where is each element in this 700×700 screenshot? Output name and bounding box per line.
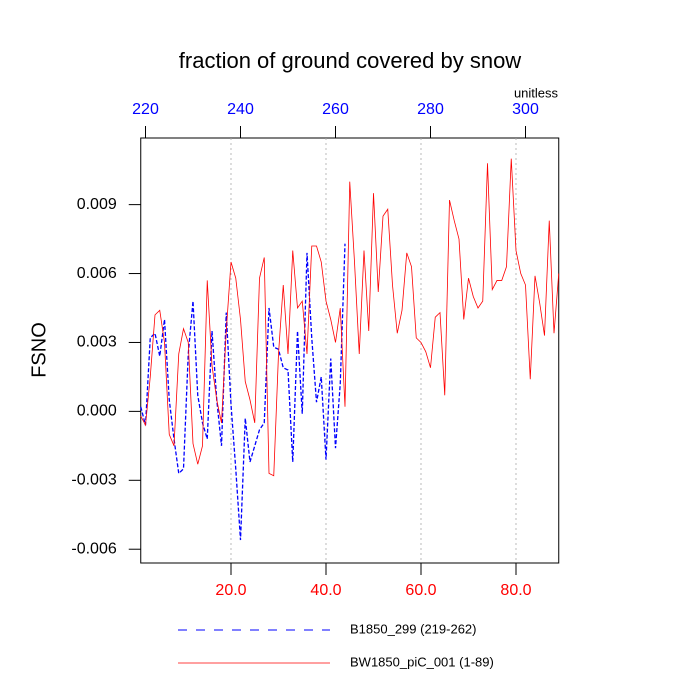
x2-tick-label: 300 xyxy=(512,101,539,118)
y-tick-label: 0.000 xyxy=(77,403,117,420)
x2-tick-label: 280 xyxy=(417,101,444,118)
x2-tick-label: 260 xyxy=(322,101,349,118)
x2-tick-label: 240 xyxy=(227,101,254,118)
plot-frame xyxy=(140,137,560,564)
y-tick-label: 0.006 xyxy=(77,265,117,282)
y-tick-label: 0.003 xyxy=(77,334,117,351)
x2-unit: unitless xyxy=(514,85,559,100)
x-tick-label: 60.0 xyxy=(405,582,436,599)
x-tick-label: 20.0 xyxy=(215,582,246,599)
x-tick-label: 40.0 xyxy=(310,582,341,599)
y-tick-label: -0.003 xyxy=(71,472,116,489)
chart-title: fraction of ground covered by snow xyxy=(179,48,522,73)
legend-label: B1850_299 (219-262) xyxy=(350,621,477,636)
y-tick-label: -0.006 xyxy=(71,540,116,557)
series-line xyxy=(140,243,346,541)
x2-tick-label: 220 xyxy=(132,101,159,118)
series-line xyxy=(140,158,560,477)
y-axis-label: FSNO xyxy=(28,322,50,378)
x-tick-label: 80.0 xyxy=(500,582,531,599)
y-tick-label: 0.009 xyxy=(77,196,117,213)
legend-label: BW1850_piC_001 (1-89) xyxy=(350,654,494,669)
